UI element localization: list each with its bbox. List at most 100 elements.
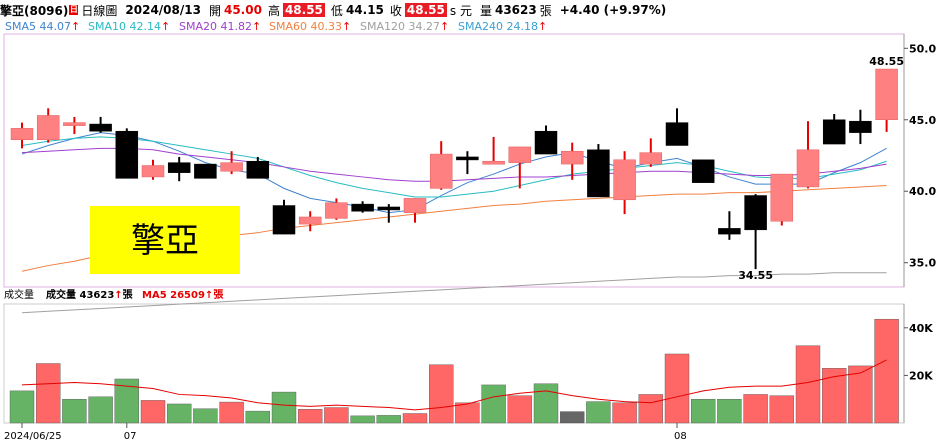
candle[interactable] [10, 122, 34, 149]
candle[interactable] [587, 144, 610, 198]
volume-bar [481, 384, 506, 424]
candle[interactable] [115, 128, 139, 179]
candle[interactable] [456, 151, 479, 175]
volume-bar [455, 402, 480, 424]
candle-body [718, 228, 741, 235]
candle[interactable] [403, 198, 427, 223]
sma-legend-sma240: SMA240 24.18↑ [458, 20, 547, 33]
candle[interactable] [141, 159, 165, 180]
volume-bar [166, 403, 192, 424]
sma20-line [21, 147, 887, 182]
volume-bar [717, 399, 742, 424]
candle[interactable] [796, 121, 820, 189]
volume-value: 43623 [494, 3, 537, 17]
quote-date: 2024/08/13 [125, 3, 201, 17]
candle[interactable] [665, 108, 689, 146]
price-annotation: 34.55 [738, 269, 773, 282]
price-tick-label: 45.0 [909, 114, 936, 127]
candle-body [351, 203, 374, 212]
volume-bar [271, 391, 297, 424]
candle-body [377, 206, 401, 211]
high-value: 48.55 [282, 3, 325, 17]
low-value: 44.15 [345, 3, 384, 17]
volume-bar [795, 345, 821, 424]
candle-body [220, 162, 243, 172]
chart-header: 擎亞(8096) 日 日線圖 2024/08/13 開 45.00 高 48.5… [0, 0, 951, 20]
candle[interactable] [351, 201, 374, 213]
price-change: +4.40 (+9.97%) [559, 3, 667, 17]
candle[interactable] [246, 156, 270, 179]
candle[interactable] [482, 136, 505, 165]
sma5-line [21, 132, 887, 214]
volume-legend-item: 成交量 [4, 288, 34, 301]
sma-legend-sma60: SMA60 40.33↑ [269, 20, 351, 33]
volume-bar [664, 353, 690, 424]
candle-body [691, 159, 715, 183]
volume-bar [507, 395, 532, 424]
candle[interactable] [560, 142, 584, 180]
candle[interactable] [89, 116, 112, 133]
volume-bar [298, 408, 323, 424]
candle-body [36, 115, 60, 141]
candle[interactable] [822, 114, 846, 145]
candle[interactable] [508, 146, 532, 189]
candle-body [63, 122, 86, 126]
candle-body [534, 130, 558, 155]
candle[interactable] [194, 163, 217, 179]
candle-body [849, 120, 872, 133]
candle-body [822, 119, 846, 145]
volume-tick-label: 40K [909, 322, 933, 335]
volume-bar [638, 394, 663, 424]
candle[interactable] [36, 108, 60, 143]
candle[interactable] [377, 204, 401, 223]
price-tick-label: 50.0 [909, 42, 936, 55]
volume-bar [691, 399, 716, 424]
candle[interactable] [691, 159, 715, 183]
candle-body [639, 152, 663, 165]
volume-bar [612, 402, 637, 424]
volume-bar [429, 364, 454, 424]
price-tick-label: 35.0 [909, 257, 936, 270]
candle[interactable] [220, 151, 243, 175]
candle-body [10, 128, 34, 141]
candle[interactable] [325, 198, 348, 220]
candle[interactable] [272, 199, 296, 235]
candle[interactable] [298, 211, 322, 232]
candle-body [875, 68, 898, 121]
candle[interactable] [613, 151, 636, 215]
period-label[interactable]: 日線圖 [81, 3, 118, 18]
candle[interactable] [167, 156, 191, 182]
sma-legend-sma20: SMA20 41.82↑ [179, 20, 261, 33]
sma120-line [21, 272, 887, 314]
candle[interactable] [534, 125, 558, 155]
open-value: 45.00 [223, 3, 262, 17]
candle-body [194, 163, 217, 179]
candle[interactable] [718, 211, 741, 240]
candle-body [508, 146, 532, 163]
candle-body [298, 216, 322, 225]
candle-body [744, 195, 767, 231]
candle-body [770, 173, 794, 222]
candle[interactable] [63, 116, 86, 135]
candle-body [272, 205, 296, 235]
volume-bar [769, 395, 794, 424]
volume-bar [560, 411, 585, 424]
volume-bar [822, 368, 847, 424]
price-tick-label: 40.0 [909, 185, 936, 198]
volume-bar [533, 383, 559, 424]
candle[interactable] [770, 173, 794, 226]
candle[interactable] [849, 109, 872, 145]
candle[interactable] [875, 68, 898, 132]
candle-body [89, 123, 112, 132]
candle[interactable] [429, 141, 453, 190]
stock-title: 擎亞 [131, 221, 199, 261]
period-badge: 日 [69, 5, 79, 15]
stock-name: 擎亞(8096) [0, 3, 69, 18]
candle-body [141, 165, 165, 178]
candle-body [167, 162, 191, 173]
volume-bar [350, 415, 375, 424]
candle[interactable] [744, 194, 767, 270]
volume-tick-label: 20K [909, 369, 933, 382]
candle[interactable] [639, 138, 663, 167]
